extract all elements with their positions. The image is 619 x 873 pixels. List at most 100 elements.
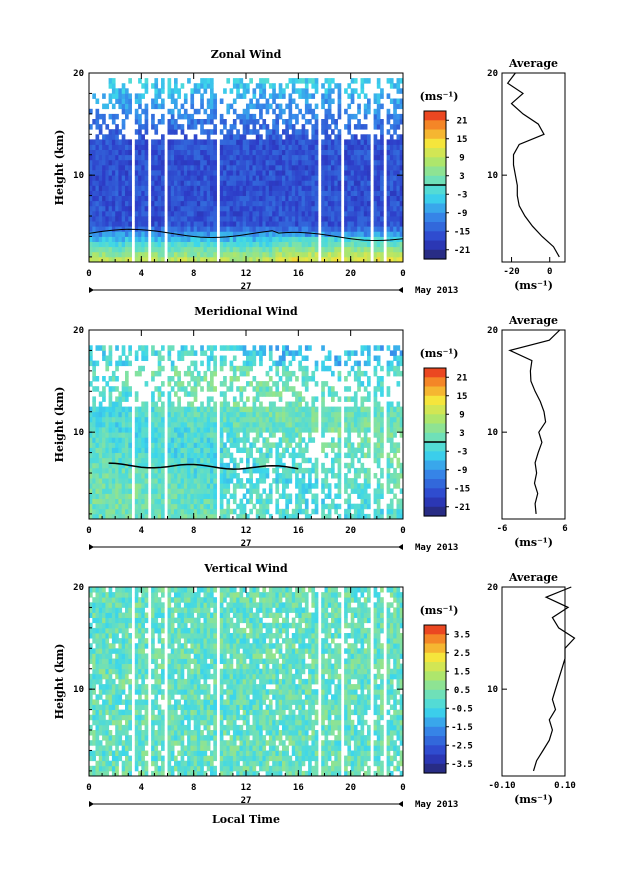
heatmap-cell	[249, 256, 253, 263]
heatmap-cell	[187, 457, 191, 464]
heatmap-cell	[278, 170, 283, 176]
heatmap-cell	[92, 154, 96, 161]
heatmap-cell	[138, 159, 142, 166]
heatmap-cell	[327, 427, 332, 433]
heatmap-cell	[200, 175, 204, 181]
heatmap-cell	[304, 195, 309, 202]
heatmap-cell	[174, 221, 178, 227]
heatmap-cell	[278, 200, 283, 207]
heatmap-cell	[353, 210, 358, 217]
heatmap-cell	[327, 241, 332, 248]
heatmap-cell	[268, 226, 273, 232]
heatmap-cell	[357, 513, 361, 520]
heatmap-cell	[259, 427, 263, 433]
heatmap-cell	[157, 175, 162, 181]
heatmap-cell	[295, 139, 299, 145]
zero-contour	[108, 462, 299, 470]
heatmap-cell	[210, 256, 214, 263]
heatmap-cell	[229, 205, 234, 212]
heatmap-cell	[89, 180, 93, 186]
heatmap-cell	[321, 432, 325, 438]
heatmap-cell	[327, 124, 332, 130]
heatmap-cell	[157, 396, 162, 402]
heatmap-cell	[134, 488, 139, 494]
heatmap-cell	[249, 149, 253, 156]
heatmap-cell	[95, 205, 100, 212]
heatmap-cell	[278, 88, 283, 94]
heatmap-cell	[396, 473, 401, 479]
heatmap-cell	[360, 462, 365, 469]
heatmap-cell	[98, 216, 103, 222]
heatmap-cell	[203, 478, 208, 484]
heatmap-cell	[154, 124, 159, 130]
heatmap-cell	[399, 350, 404, 356]
heatmap-cell	[105, 246, 110, 253]
heatmap-cell	[190, 241, 195, 248]
heatmap-cell	[151, 437, 155, 443]
heatmap-cell	[203, 210, 208, 217]
heatmap-cell	[393, 365, 397, 372]
heatmap-cell	[183, 432, 188, 438]
heatmap-cell	[92, 386, 96, 392]
heatmap-cell	[121, 432, 126, 438]
heatmap-cell	[223, 411, 227, 418]
heatmap-cell	[193, 396, 198, 402]
heatmap-cell	[347, 103, 352, 110]
heatmap-cell	[151, 216, 155, 222]
heatmap-cell	[363, 246, 368, 253]
heatmap-cell	[295, 483, 299, 489]
heatmap-cell	[200, 473, 204, 479]
heatmap-cell	[95, 236, 100, 243]
heatmap-cell	[200, 210, 204, 217]
heatmap-cell	[252, 200, 257, 207]
heatmap-cell	[324, 513, 329, 520]
heatmap-cell	[89, 231, 93, 237]
heatmap-cell	[350, 144, 355, 151]
heatmap-cell	[161, 246, 165, 253]
heatmap-cell	[105, 124, 110, 130]
heatmap-cell	[167, 508, 172, 515]
heatmap-cell	[98, 427, 103, 433]
heatmap-cell	[161, 210, 165, 217]
heatmap-cell	[357, 381, 361, 387]
heatmap-cell	[98, 180, 103, 186]
heatmap-cell	[350, 164, 355, 171]
heatmap-cell	[304, 401, 309, 408]
heatmap-cell	[268, 401, 273, 408]
heatmap-cell	[278, 221, 283, 227]
heatmap-cell	[278, 154, 283, 161]
heatmap-cell	[242, 108, 247, 115]
heatmap-cell	[285, 442, 289, 448]
heatmap-cell	[262, 350, 267, 356]
heatmap-cell	[102, 391, 106, 397]
heatmap-cell	[347, 180, 352, 186]
heatmap-cell	[125, 93, 129, 99]
heatmap-cell	[291, 427, 296, 433]
heatmap-cell	[232, 231, 237, 237]
heatmap-cell	[268, 442, 273, 448]
heatmap-cell	[259, 170, 263, 176]
heatmap-cell	[190, 447, 195, 454]
heatmap-cell	[232, 200, 237, 207]
heatmap-cell	[102, 350, 106, 356]
heatmap-cell	[265, 241, 270, 248]
heatmap-cell	[187, 144, 191, 151]
heatmap-cell	[314, 236, 319, 243]
heatmap-cell	[111, 226, 116, 232]
heatmap-cell	[272, 144, 276, 151]
heatmap-cell	[324, 493, 329, 500]
heatmap-cell	[183, 467, 188, 474]
heatmap-cell	[111, 251, 116, 258]
heatmap-cell	[144, 78, 149, 84]
heatmap-cell	[350, 170, 355, 176]
heatmap-cell	[206, 119, 211, 125]
heatmap-cell	[380, 216, 384, 222]
heatmap-cell	[183, 452, 188, 459]
heatmap-cell	[373, 195, 378, 202]
heatmap-cell	[187, 210, 191, 217]
heatmap-cell	[89, 478, 93, 484]
heatmap-cell	[206, 170, 211, 176]
heatmap-cell	[399, 88, 404, 94]
heatmap-cell	[275, 483, 280, 489]
heatmap-cell	[360, 406, 365, 413]
